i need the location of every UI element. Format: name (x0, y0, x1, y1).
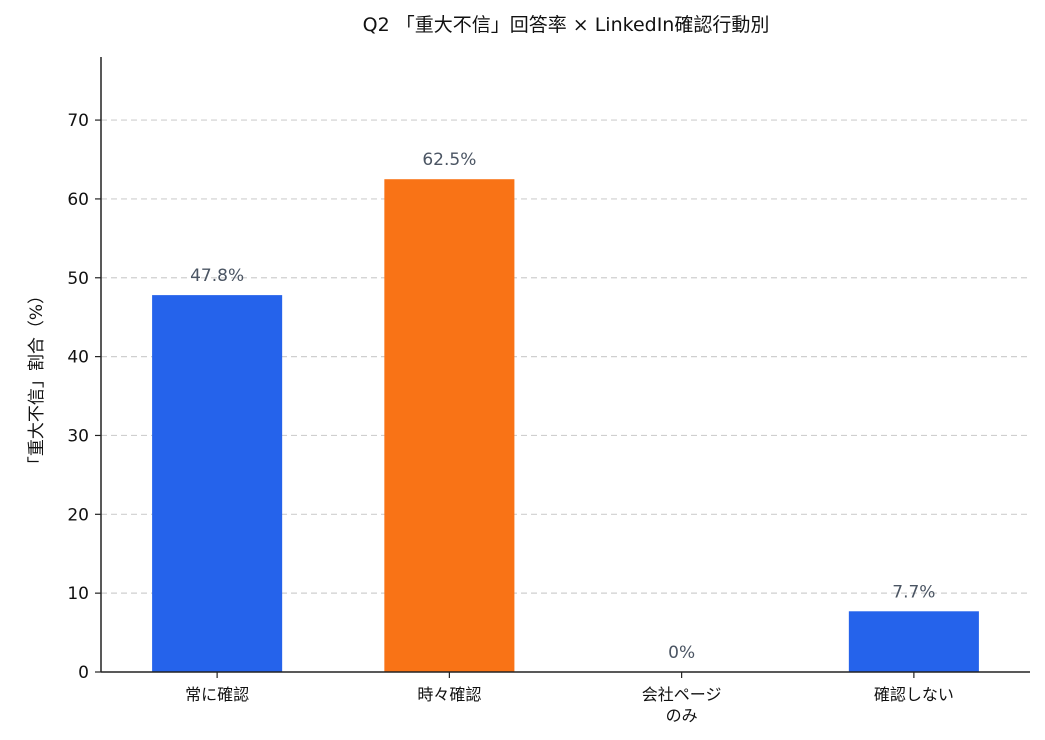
data-label: 7.7% (892, 582, 935, 602)
x-tick-label: 常に確認 (185, 685, 249, 704)
bar (384, 179, 515, 672)
bar (152, 295, 283, 672)
x-tick-label: のみ (666, 706, 698, 725)
y-tick-label: 0 (78, 663, 89, 683)
y-tick-label: 60 (67, 190, 89, 210)
x-tick-label: 時々確認 (417, 685, 481, 704)
data-label: 62.5% (422, 150, 476, 170)
y-tick-label: 20 (67, 505, 89, 525)
data-label: 0% (668, 643, 695, 663)
y-tick-label: 40 (67, 348, 89, 368)
x-tick-label: 会社ページ (642, 685, 722, 704)
bar (848, 611, 979, 672)
y-tick-label: 70 (67, 111, 89, 131)
x-tick-label: 確認しない (874, 685, 954, 704)
data-label: 47.8% (190, 266, 244, 286)
y-tick-label: 10 (67, 584, 89, 604)
y-axis-label: 「重大不信」割合（%） (27, 287, 47, 473)
bars (152, 179, 979, 672)
y-tick-label: 30 (67, 426, 89, 446)
chart-title: Q2 「重大不信」回答率 × LinkedIn確認行動別 (363, 14, 770, 36)
y-tick-label: 50 (67, 269, 89, 289)
data-labels: 47.8% 62.5% 0% 7.7% (190, 150, 935, 663)
